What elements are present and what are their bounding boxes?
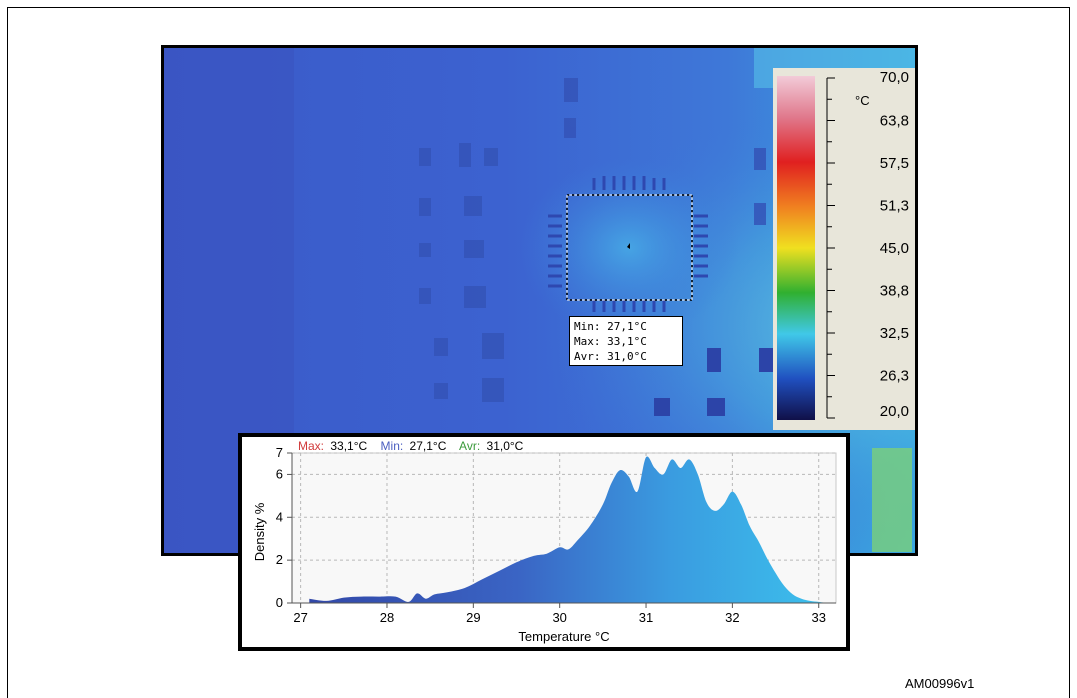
scale-tick-label: 20,0 xyxy=(880,403,909,420)
hist-avr-val: 31,0°C xyxy=(487,439,524,453)
scale-tick-label: 51,3 xyxy=(880,198,909,215)
x-axis-label: Temperature °C xyxy=(518,629,609,644)
hist-avr-key: Avr: xyxy=(459,439,480,453)
histogram-panel: Max: 33,1°C Min: 27,1°C Avr: 31,0°C 27 28… xyxy=(238,433,850,651)
svg-text:Max: 33,1°C Mi: Max: 33,1°C Min: 27,1°C Avr: 31,0°C xyxy=(298,439,524,453)
roi-min: Min: 27,1°C xyxy=(574,320,647,333)
y-tick-label: 0 xyxy=(276,595,283,610)
histogram-chart: Max: 33,1°C Min: 27,1°C Avr: 31,0°C 27 28… xyxy=(252,439,837,644)
y-tick-label: 2 xyxy=(276,552,283,567)
x-tick-label: 30 xyxy=(552,610,566,625)
hist-max-key: Max: xyxy=(298,439,324,453)
x-tick-label: 33 xyxy=(811,610,825,625)
hist-max-val: 33,1°C xyxy=(330,439,367,453)
scale-tick-label: 45,0 xyxy=(880,240,909,257)
color-scale-bar xyxy=(777,76,815,420)
color-scale-svg: 70,0 63,8 57,5 51,3 45,0 38,8 32,5 26,3 20,0 °C xyxy=(777,69,909,420)
x-tick-label: 31 xyxy=(639,610,653,625)
roi-avr: Avr: 31,0°C xyxy=(574,350,647,363)
scale-tick-label: 70,0 xyxy=(880,69,909,86)
y-axis-label: Density % xyxy=(252,502,267,561)
figure-frame xyxy=(7,7,1070,698)
y-tick-label: 7 xyxy=(276,445,283,460)
hist-min-val: 27,1°C xyxy=(410,439,447,453)
scale-tick-label: 32,5 xyxy=(880,325,909,342)
x-tick-label: 27 xyxy=(293,610,307,625)
density-area xyxy=(309,456,828,603)
x-tick-label: 32 xyxy=(725,610,739,625)
color-scale: 70,0 63,8 57,5 51,3 45,0 38,8 32,5 26,3 20,0 °C xyxy=(773,68,915,430)
y-tick-label: 6 xyxy=(276,466,283,481)
y-tick-label: 4 xyxy=(276,509,283,524)
roi-stats-label: Min: 27,1°C Max: 33,1°C Avr: 31,0°C xyxy=(569,316,683,366)
scale-unit: °C xyxy=(855,93,870,108)
scale-tick-label: 63,8 xyxy=(880,113,909,130)
hist-min-key: Min: xyxy=(381,439,404,453)
scale-tick-label: 26,3 xyxy=(880,368,909,385)
figure-id: AM00996v1 xyxy=(905,676,975,691)
roi-max: Max: 33,1°C xyxy=(574,335,647,348)
x-tick-label: 29 xyxy=(466,610,480,625)
scale-tick-label: 57,5 xyxy=(880,155,909,172)
x-tick-label: 28 xyxy=(380,610,394,625)
cursor-marker xyxy=(627,243,630,249)
scale-tick-label: 38,8 xyxy=(880,283,909,300)
